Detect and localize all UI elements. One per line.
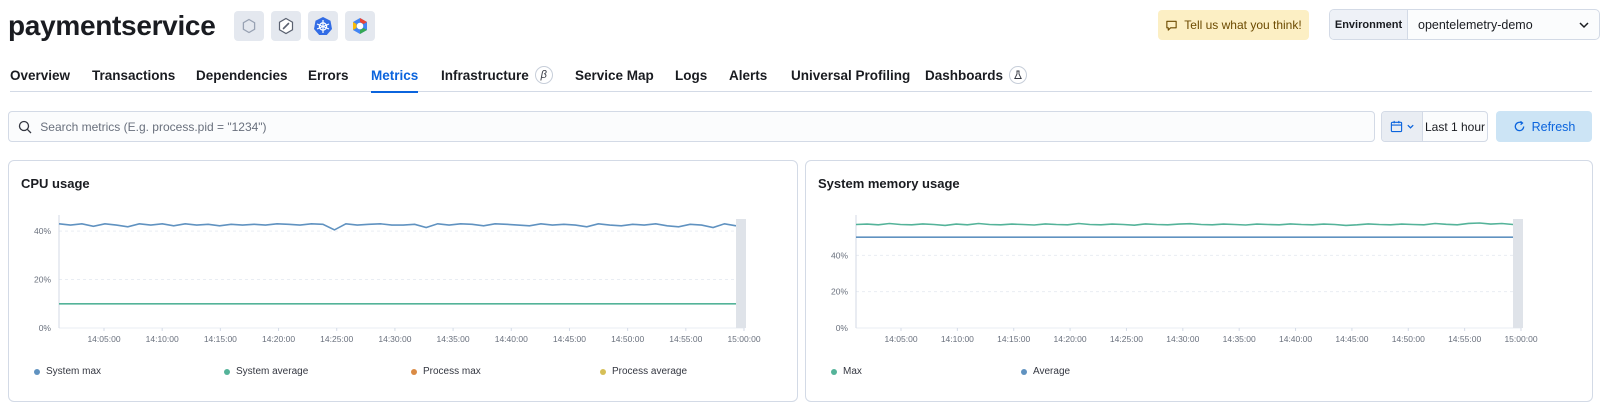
x-tick-label: 14:55:00: [669, 334, 702, 344]
quick-select-button[interactable]: [1382, 112, 1423, 141]
runtime-icon[interactable]: [271, 11, 301, 41]
service-badges: [234, 11, 375, 41]
legend-item[interactable]: Process average: [600, 366, 687, 377]
tab-dashboards[interactable]: Dashboards: [925, 66, 1028, 92]
legend-dot: [34, 368, 40, 375]
x-tick-label: 14:25:00: [1110, 334, 1143, 344]
x-tick-label: 14:05:00: [87, 334, 120, 344]
x-tick-label: 14:25:00: [320, 334, 353, 344]
x-tick-label: 15:00:00: [1504, 334, 1537, 344]
legend-item[interactable]: Process max: [411, 366, 481, 377]
current-time-band: [736, 219, 746, 328]
tab-dependencies[interactable]: Dependencies: [196, 68, 288, 83]
legend-dot: [411, 368, 417, 375]
environment-select[interactable]: Environment opentelemetry-demo: [1329, 9, 1600, 40]
service-tabs: Overview Transactions Dependencies Error…: [10, 64, 1592, 93]
chart-title: System memory usage: [818, 176, 960, 191]
legend-label: Process max: [423, 366, 481, 377]
legend-label: Max: [843, 366, 862, 377]
x-tick-label: 14:45:00: [553, 334, 586, 344]
service-icon[interactable]: [234, 11, 264, 41]
tab-overview[interactable]: Overview: [10, 68, 71, 83]
chevron-down-icon: [1569, 10, 1599, 39]
tab-transactions[interactable]: Transactions: [92, 68, 176, 83]
x-tick-label: 14:15:00: [997, 334, 1030, 344]
environment-label: Environment: [1330, 10, 1408, 39]
search-icon: [9, 120, 40, 134]
chevron-down-icon: [1406, 124, 1414, 129]
chart-title: CPU usage: [21, 176, 90, 191]
tab-universal-profiling[interactable]: Universal Profiling: [791, 68, 911, 83]
x-tick-label: 14:15:00: [204, 334, 237, 344]
x-tick-label: 14:35:00: [1223, 334, 1256, 344]
legend-label: System average: [236, 366, 309, 377]
legend-dot: [1021, 368, 1027, 375]
x-tick-label: 14:50:00: [611, 334, 644, 344]
chat-bubble-icon: [1166, 20, 1177, 31]
date-range-label[interactable]: Last 1 hour: [1424, 119, 1486, 134]
legend-label: Process average: [612, 366, 688, 377]
environment-value: opentelemetry-demo: [1418, 17, 1533, 32]
refresh-button[interactable]: Refresh: [1496, 111, 1592, 142]
refresh-icon: [1514, 120, 1524, 132]
metrics-search[interactable]: [8, 111, 1375, 142]
series-line-0: [855, 222, 1514, 227]
x-tick-label: 14:45:00: [1335, 334, 1368, 344]
x-tick-label: 14:20:00: [262, 334, 295, 344]
legend-item[interactable]: Average: [1021, 366, 1070, 377]
x-tick-label: 14:30:00: [378, 334, 411, 344]
cpu-usage-chart: 0% 20% 40% 14:05:00 14:10:00 14:15:00 14:20:00…: [34, 215, 761, 344]
kubernetes-icon[interactable]: [308, 11, 338, 41]
x-tick-label: 14:10:00: [146, 334, 179, 344]
current-time-band: [1513, 219, 1523, 328]
x-tick-label: 14:35:00: [437, 334, 470, 344]
tab-alerts[interactable]: Alerts: [729, 68, 768, 83]
chart-legend: Max Average: [831, 366, 1582, 382]
y-tick-label: 40%: [34, 226, 51, 236]
tab-metrics[interactable]: Metrics: [371, 68, 419, 93]
x-tick-label: 14:20:00: [1054, 334, 1087, 344]
refresh-label: Refresh: [1531, 119, 1576, 134]
legend-item[interactable]: System max: [34, 366, 101, 377]
tab-service-map[interactable]: Service Map: [575, 68, 654, 83]
chart-legend: System max System average Process max Proce…: [34, 366, 787, 382]
flask-icon: [1009, 66, 1028, 84]
cloud-provider-icon[interactable]: [345, 11, 375, 41]
x-tick-label: 15:00:00: [727, 334, 760, 344]
legend-label: System max: [46, 366, 102, 377]
y-tick-label: 20%: [34, 275, 51, 285]
tab-logs[interactable]: Logs: [675, 68, 708, 83]
y-tick-label: 20%: [831, 287, 848, 297]
calendar-icon: [1390, 120, 1402, 133]
legend-label: Average: [1033, 366, 1071, 377]
y-tick-label: 0%: [836, 323, 849, 333]
legend-item[interactable]: System average: [224, 366, 308, 377]
x-tick-label: 14:05:00: [884, 334, 917, 344]
cpu-usage-panel: CPU usage 0% 20% 40% 14:05:00 14:10:00 14:15:…: [8, 160, 798, 402]
page-title: paymentservice: [8, 10, 216, 41]
system-memory-usage-panel: System memory usage 0% 20% 40% 14:05:00 14:1…: [805, 160, 1593, 402]
x-tick-label: 14:30:00: [1166, 334, 1199, 344]
system-memory-usage-chart: 0% 20% 40% 14:05:00 14:10:00 14:15:00 14:20:00…: [831, 215, 1538, 344]
tab-infrastructure[interactable]: Infrastructure β: [441, 66, 553, 92]
page-header: paymentservice Tell us what you think! E…: [8, 8, 1600, 48]
feedback-label: Tell us what you think!: [1184, 18, 1302, 32]
y-tick-label: 40%: [831, 250, 848, 260]
legend-dot: [224, 368, 230, 375]
series-line-0: [58, 222, 737, 231]
y-tick-label: 0%: [39, 323, 52, 333]
tab-errors[interactable]: Errors: [308, 68, 349, 83]
feedback-button[interactable]: Tell us what you think!: [1158, 10, 1309, 40]
legend-dot: [831, 368, 837, 375]
x-tick-label: 14:50:00: [1392, 334, 1425, 344]
x-tick-label: 14:40:00: [1279, 334, 1312, 344]
date-picker: Last 1 hour: [1381, 111, 1488, 142]
legend-dot: [600, 368, 606, 375]
search-input[interactable]: [40, 119, 1374, 134]
x-tick-label: 14:55:00: [1448, 334, 1481, 344]
x-tick-label: 14:10:00: [941, 334, 974, 344]
beta-badge: β: [534, 66, 553, 84]
x-tick-label: 14:40:00: [495, 334, 528, 344]
legend-item[interactable]: Max: [831, 366, 862, 377]
